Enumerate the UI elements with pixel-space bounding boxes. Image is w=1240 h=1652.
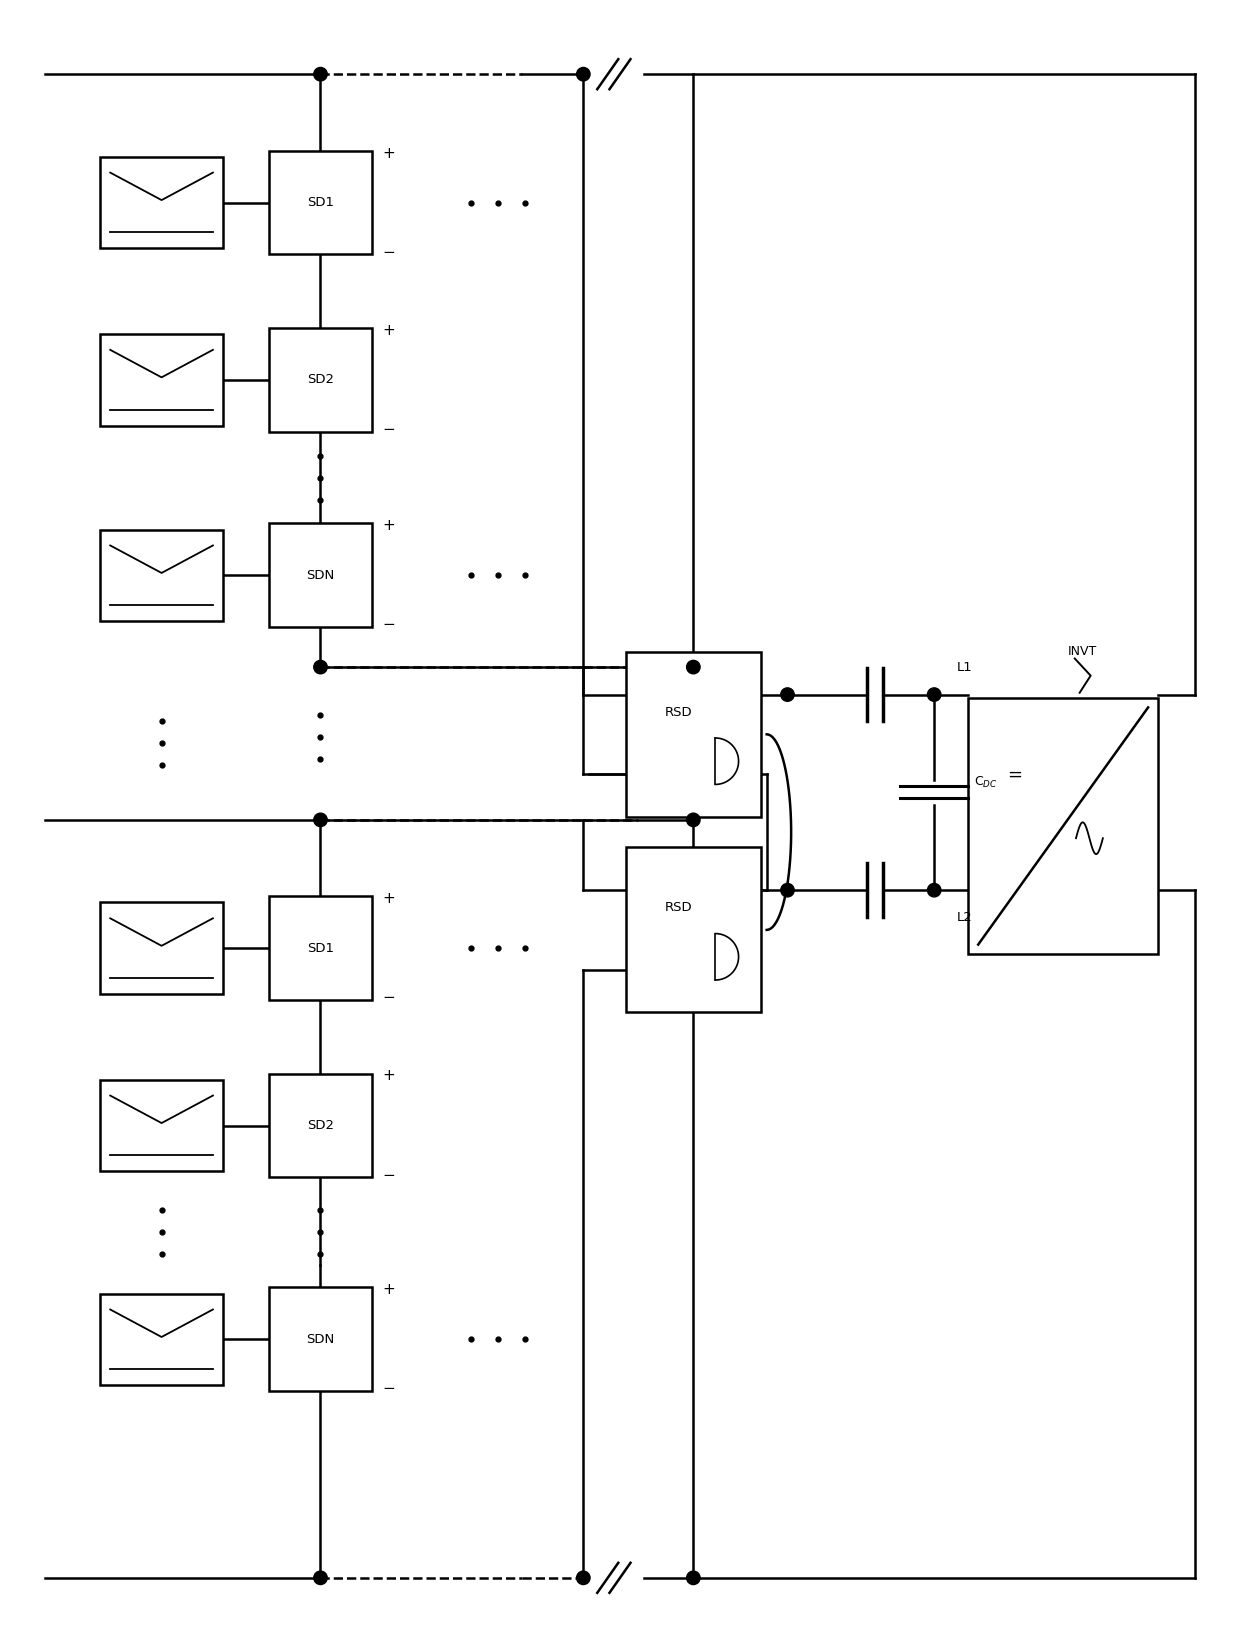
Text: −: −	[382, 244, 394, 259]
Text: RSD: RSD	[665, 705, 692, 719]
Text: SD1: SD1	[308, 942, 334, 955]
Bar	[626, 653, 760, 816]
Text: −: −	[382, 1168, 394, 1183]
Text: +: +	[382, 1069, 394, 1084]
Circle shape	[314, 1571, 327, 1584]
Bar	[100, 1080, 223, 1171]
Bar	[100, 902, 223, 995]
Bar	[100, 1294, 223, 1386]
Text: RSD: RSD	[665, 902, 692, 915]
Circle shape	[928, 687, 941, 702]
Bar	[269, 524, 372, 628]
Text: L2: L2	[957, 910, 972, 923]
Text: =: =	[1007, 765, 1022, 783]
Bar	[269, 327, 372, 431]
Text: −: −	[382, 1381, 394, 1396]
Circle shape	[781, 884, 794, 897]
Text: SDN: SDN	[306, 1333, 335, 1346]
Bar	[626, 847, 760, 1013]
Bar	[269, 1287, 372, 1391]
Circle shape	[314, 68, 327, 81]
Text: +: +	[382, 145, 394, 160]
Text: +: +	[382, 1282, 394, 1297]
Circle shape	[577, 68, 590, 81]
Bar	[968, 697, 1158, 955]
Text: −: −	[382, 618, 394, 633]
Circle shape	[687, 813, 701, 826]
Circle shape	[314, 813, 327, 826]
Circle shape	[687, 1571, 701, 1584]
Text: −: −	[382, 990, 394, 1006]
Text: C$_{DC}$: C$_{DC}$	[973, 775, 997, 790]
Bar	[100, 157, 223, 248]
Circle shape	[928, 884, 941, 897]
Circle shape	[577, 1571, 590, 1584]
Circle shape	[687, 661, 701, 674]
Text: +: +	[382, 519, 394, 534]
Bar	[269, 150, 372, 254]
Text: SD1: SD1	[308, 197, 334, 210]
Text: +: +	[382, 322, 394, 337]
Circle shape	[781, 687, 794, 702]
Bar	[269, 1074, 372, 1178]
Text: −: −	[382, 421, 394, 436]
Bar	[100, 530, 223, 621]
Text: SD2: SD2	[308, 1118, 334, 1132]
Text: SDN: SDN	[306, 568, 335, 582]
Text: L1: L1	[957, 661, 972, 674]
Text: +: +	[382, 890, 394, 907]
Text: INVT: INVT	[1068, 644, 1096, 657]
Bar	[100, 334, 223, 426]
Circle shape	[314, 661, 327, 674]
Text: SD2: SD2	[308, 373, 334, 387]
Bar	[269, 897, 372, 999]
